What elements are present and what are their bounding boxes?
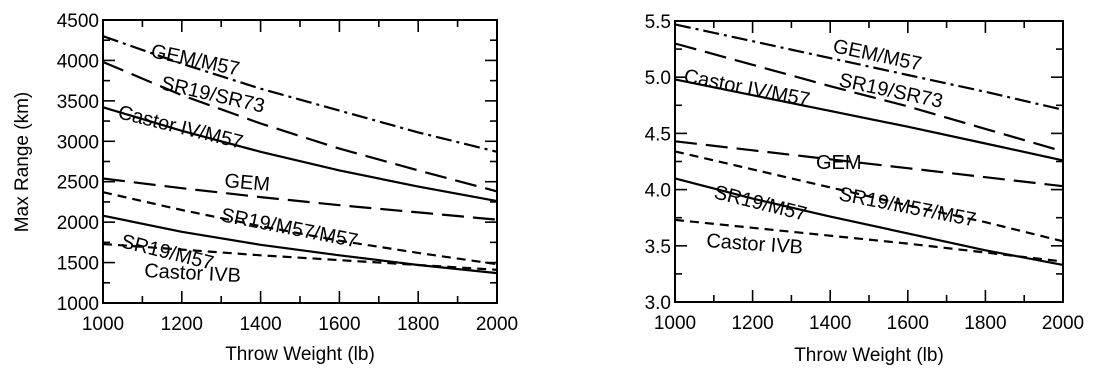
y-tick-label: 4.5 [645,124,671,145]
x-tick-label: 1000 [654,313,696,334]
y-axis-title: Max Range (km) [12,92,33,232]
series-line-castor-ivb [102,242,498,271]
series-label-castor-iv-m57: Castor IV/M57 [682,65,812,111]
series-line-gem [674,140,1064,188]
x-tick-label: 1800 [964,313,1006,334]
series-line-gem-m57 [674,23,1064,111]
series-line-sr19-m57 [102,214,498,275]
max-range-km-chart: 1000 1200 1400 1600 1800 2000 1000 1500 2000 2500… [12,11,518,365]
x-axis-title: Throw Weight (lb) [225,344,375,365]
series-label-gem: GEM [816,152,862,174]
x-tick-label: 2000 [476,314,518,335]
series-label-sr19-m57-m57: SR19/M57/M57 [219,204,360,252]
y-tick-label: 3500 [57,92,99,113]
y-tick-label: 3.5 [645,237,671,258]
series-line-gem-m57 [102,35,498,153]
series-label-sr19-m57: SR19/M57 [712,182,809,226]
y-tick-label: 1500 [57,254,99,275]
y-tick-label: 4500 [57,11,99,32]
x-tick-label: 2000 [1042,313,1084,334]
series-line-sr19-sr73 [674,42,1064,153]
x-tick-label: 1200 [731,313,773,334]
x-tick-label: 1400 [809,313,851,334]
max-range-scaled-chart: 1000 1200 1400 1600 1800 2000 3.0 3.5 4.0 4.5 5.0 5… [645,12,1085,366]
y-tick-label: 4.0 [645,181,671,202]
series-label-gem: GEM [224,170,271,196]
series-label-castor-ivb: Castor IVB [706,230,804,259]
x-tick-label: 1600 [887,313,929,334]
x-tick-label: 1800 [397,314,439,335]
series-line-sr19-m57-m57 [102,191,498,266]
x-tick-label: 1400 [239,314,281,335]
series-label-castor-ivb: Castor IVB [144,260,242,287]
x-axis-title: Throw Weight (lb) [794,345,944,366]
y-tick-label: 5.5 [645,12,671,33]
series-label-castor-iv-m57: Castor IV/M57 [116,102,245,154]
series-line-sr19-m57 [674,177,1064,266]
series-line-sr19-sr73 [102,60,498,193]
y-tick-label: 3.0 [645,293,671,314]
y-tick-label: 2000 [57,213,99,234]
series-line-sr19-m57-m57 [674,150,1064,243]
series-line-gem [102,177,498,221]
y-tick-label: 1000 [57,294,99,315]
series-label-sr19-m57-m57: SR19/M57/M57 [837,183,978,231]
series-label-sr19-sr73: SR19/SR73 [159,72,267,117]
x-tick-label: 1200 [161,314,203,335]
series-line-castor-iv-m57 [674,78,1064,162]
series-line-castor-ivb [674,218,1064,263]
x-tick-label: 1000 [82,314,124,335]
y-tick-label: 4000 [57,51,99,72]
x-tick-label: 1600 [318,314,360,335]
series-line-castor-iv-m57 [102,106,498,203]
y-tick-label: 2500 [57,173,99,194]
series-label-sr19-sr73: SR19/SR73 [837,69,945,112]
y-tick-label: 3000 [57,132,99,153]
y-tick-label: 5.0 [645,68,671,89]
